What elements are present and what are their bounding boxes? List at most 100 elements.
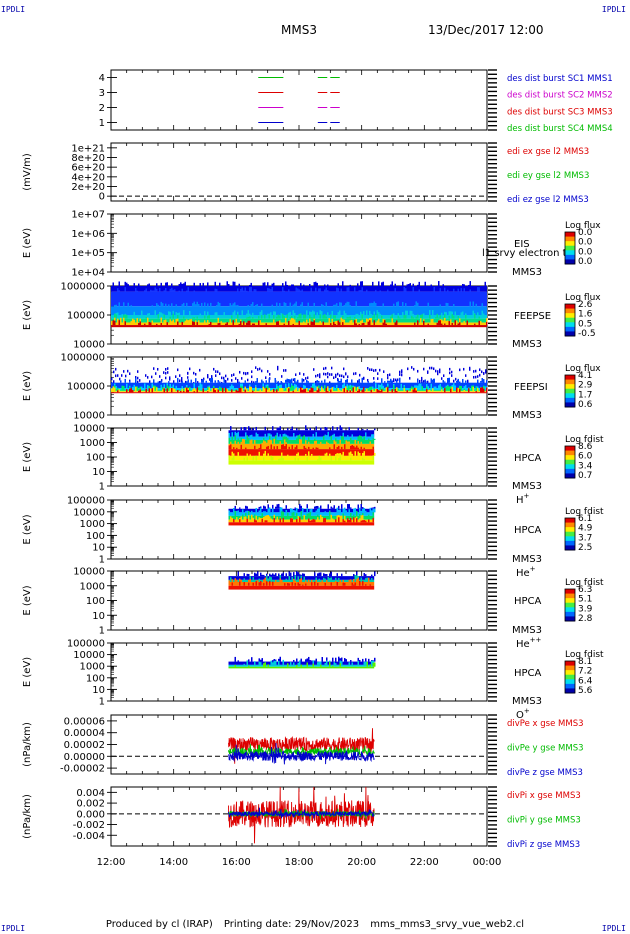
panel-hpca-he-spectrogram-cell xyxy=(321,516,323,520)
panel-feepsi-spectrogram-cell xyxy=(394,388,396,393)
panel-hpca-h-spectrogram-cell xyxy=(350,457,352,461)
panel-feepsi-spectrogram-cell xyxy=(255,387,257,392)
panel-feepsi-spectrogram-cell xyxy=(283,369,285,372)
panel-feepse-spectrogram-cell xyxy=(240,288,242,292)
panel-feepsi-spectrogram-cell xyxy=(252,390,254,393)
panel-feepse-spectrogram-cell xyxy=(231,315,233,319)
panel-feepsi-spectrogram-cell xyxy=(460,385,462,391)
panel-feepse-spectrogram-cell xyxy=(328,318,330,323)
panel-feepse-spectrogram-cell xyxy=(126,314,128,319)
panel-feepse-spectrogram-cell xyxy=(162,303,164,307)
panel-hpca-he-spectrogram-cell xyxy=(237,510,239,513)
panel-hpca-o-spectrogram-cell xyxy=(345,659,347,662)
panel-feepse-spectrogram-cell xyxy=(267,287,269,292)
panel-hpca-h-spectrogram-cell xyxy=(282,444,284,450)
panel-hpca-h-spectrogram-cell xyxy=(249,440,251,444)
panel-feepsi-spectrogram-cell xyxy=(130,388,132,393)
panel-feepse-spectrogram-cell xyxy=(166,282,168,286)
panel-feepsi-spectrogram-cell xyxy=(486,387,488,393)
panel-feepsi-spectrogram-cell xyxy=(238,388,240,393)
panel-hpca-h-spectrogram-cell xyxy=(284,446,286,450)
panel-feepsi-spectrogram-cell xyxy=(214,388,216,392)
panel-hpca-o-spectrogram-cell xyxy=(306,658,308,662)
panel-hpca-h-spectrogram-cell xyxy=(372,446,374,450)
panel-hpca-h-spectrogram-cell xyxy=(332,434,334,437)
panel-hpca-o-spectrogram-cell xyxy=(359,659,361,662)
panel-hpca-hepp-spectrogram-cell xyxy=(365,574,367,577)
panel-feepsi-spectrogram-cell xyxy=(177,390,179,393)
panel-feepse-spectrogram-cell xyxy=(295,301,297,307)
panel-hpca-h-spectrogram-cell xyxy=(333,444,335,450)
panel-feepsi-spectrogram-cell xyxy=(343,387,345,393)
panel-hpca-h-spectrogram-band xyxy=(228,449,375,456)
panel-hpca-o-spectrogram-cell xyxy=(296,658,298,662)
panel-feepse-spectrogram-cell xyxy=(457,288,459,292)
panel-hpca-he-spectrogram-cell xyxy=(239,518,241,520)
panel-feepse-spectrogram-cell xyxy=(169,319,171,323)
panel-feepse-spectrogram-cell xyxy=(370,318,372,323)
panel-feepsi-spectrogram-cell xyxy=(286,387,288,392)
panel-feepsi-spectrogram-cell xyxy=(135,377,137,383)
panel-hpca-h-spectrogram-cell xyxy=(233,453,235,456)
panel-feepse-spectrogram-cell xyxy=(363,311,365,315)
panel-hpca-hepp-spectrogram-cell xyxy=(275,573,277,577)
panel-hpca-o-y-tick-label: 100000 xyxy=(67,639,105,650)
panel-feepsi-spectrogram-cell xyxy=(249,386,251,392)
panel-feepse-spectrogram-cell xyxy=(391,318,393,323)
panel-feepse-spectrogram-cell xyxy=(292,310,294,315)
panel-feepse-spectrogram-cell xyxy=(237,288,239,292)
panel-feepse-spectrogram-cell xyxy=(483,313,485,315)
panel-feepsi-spectrogram-cell xyxy=(189,386,191,391)
panel-feepsi-spectrogram-cell xyxy=(181,379,183,383)
panel-feepse-spectrogram-band xyxy=(111,286,487,292)
panel-feepse-spectrogram-cell xyxy=(399,317,401,319)
panel-feepse-spectrogram-cell xyxy=(327,290,329,292)
panel-hpca-o-spectrogram-cell xyxy=(243,663,245,665)
panel-feepse-y-tick-label: 100000 xyxy=(67,311,105,322)
panel-feepse-spectrogram-cell xyxy=(157,304,159,307)
panel-feepsi-spectrogram-cell xyxy=(232,385,234,389)
panel-feepsi-spectrogram-cell xyxy=(246,388,248,392)
panel-hpca-he-spectrogram-cell xyxy=(317,517,319,520)
panel-hpca-he-spectrogram-band xyxy=(228,519,375,523)
panel-hpca-he-spectrogram-cell xyxy=(359,507,361,513)
panel-hpca-h-colorbar-stop xyxy=(565,464,575,470)
panel-feepsi-spectrogram-cell xyxy=(318,380,320,383)
panel-hpca-h-spectrogram-cell xyxy=(354,447,356,450)
panel-hpca-h-colorbar-stop xyxy=(565,455,575,461)
panel-feepse-spectrogram-cell xyxy=(289,311,291,315)
panel-feepsi-spectrogram-cell xyxy=(349,384,351,389)
panel-hpca-he-spectrogram-cell xyxy=(363,520,365,523)
panel-hpca-he-spectrogram-cell xyxy=(239,519,241,523)
panel-hpca-he-spectrogram-cell xyxy=(296,513,298,516)
panel-hpca-hepp-spectrogram-cell xyxy=(288,571,290,577)
panel-feepsi-spectrogram-cell xyxy=(469,366,471,370)
panel-feepse-spectrogram-cell xyxy=(136,290,138,292)
panel-feepse-spectrogram-cell xyxy=(279,315,281,319)
panel-feepse-spectrogram-cell xyxy=(438,281,440,286)
panel-feepsi-spectrogram-cell xyxy=(245,372,247,376)
panel-hpca-hepp-spectrogram-cell xyxy=(353,573,355,577)
panel-feepsi-spectrogram-cell xyxy=(429,389,431,392)
panel-feepsi-spectrogram-cell xyxy=(327,372,329,375)
panel-feepse-spectrogram-cell xyxy=(444,287,446,292)
panel-feepse-spectrogram-cell xyxy=(445,320,447,323)
panel-hpca-h-spectrogram-cell xyxy=(354,439,356,444)
panel-hpca-o-spectrogram-cell xyxy=(339,660,341,665)
panel-hpca-hepp-spectrogram-cell xyxy=(359,580,361,586)
panel-feepsi-spectrogram-cell xyxy=(139,389,141,393)
panel-feepsi-spectrogram-cell xyxy=(201,380,203,383)
panel-feepse-spectrogram-cell xyxy=(250,304,252,307)
panel-divpi-y-tick-label: 0.000 xyxy=(76,809,105,820)
panel-feepsi-spectrogram-cell xyxy=(213,388,215,393)
panel-feepsi-spectrogram-cell xyxy=(295,387,297,392)
panel-hpca-hepp-spectrogram-cell xyxy=(240,579,242,582)
panel-feepse-spectrogram-cell xyxy=(322,305,324,307)
panel-feepsi-spectrogram-cell xyxy=(409,388,411,391)
panel-feepsi-spectrogram-cell xyxy=(300,387,302,393)
panel-hpca-h-spectrogram-cell xyxy=(323,435,325,440)
panel-feepse-spectrogram-cell xyxy=(151,305,153,307)
panel-hpca-h-spectrogram-cell xyxy=(335,441,337,444)
panel-hpca-h-spectrogram-cell xyxy=(291,445,293,450)
panel-feepse-spectrogram-cell xyxy=(354,316,356,319)
